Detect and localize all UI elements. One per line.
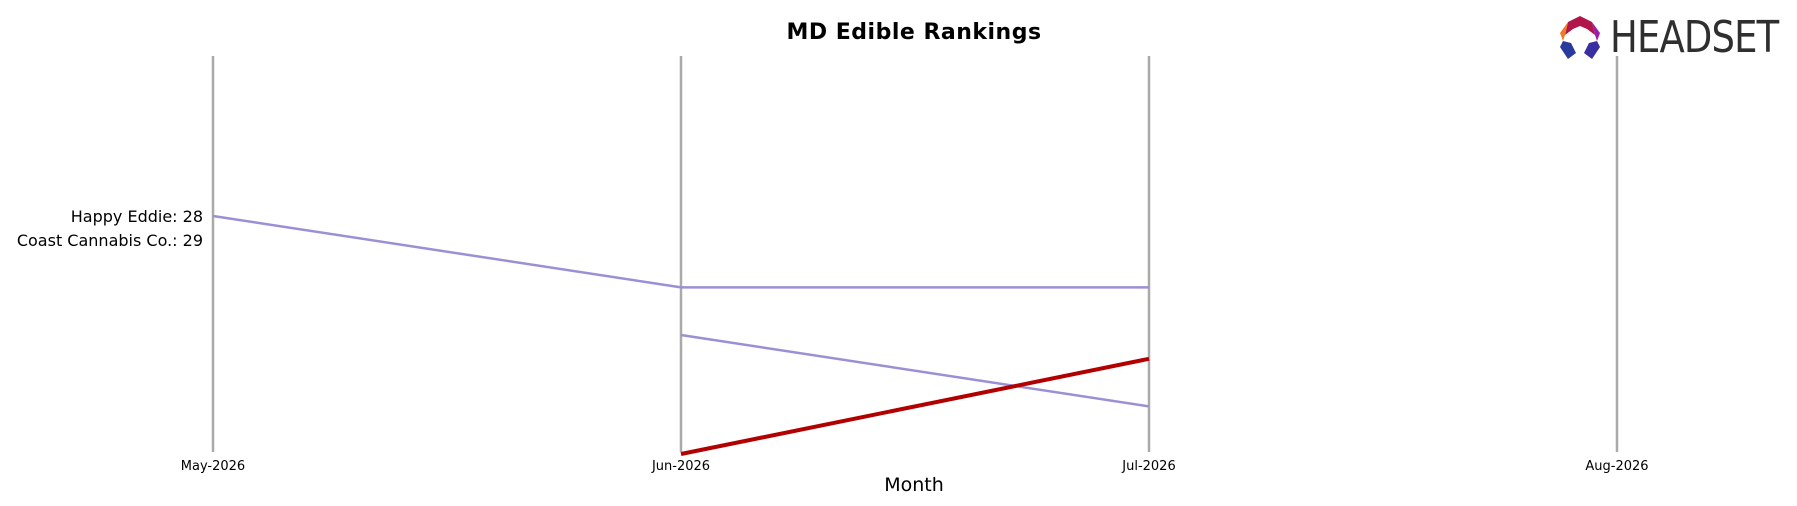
logo-wordmark: HEADSET xyxy=(1610,11,1779,63)
headset-logo: HEADSET xyxy=(1556,11,1797,63)
x-tick-label: Jul-2026 xyxy=(1121,459,1175,474)
x-axis-title: Month xyxy=(884,474,944,496)
labels: May-2026 Jun-2026 Jul-2026 Aug-2026 Happy Ed… xyxy=(17,207,1649,474)
start-rank-label: Coast Cannabis Co.: 29 xyxy=(17,231,203,250)
month-axis-lines xyxy=(211,56,1619,452)
series-line xyxy=(680,333,1150,408)
headset-logo-icon xyxy=(1560,16,1600,59)
x-tick-label: Jun-2026 xyxy=(651,459,710,474)
x-tick-label: May-2026 xyxy=(181,459,245,474)
start-rank-label: Happy Eddie: 28 xyxy=(71,207,203,226)
series-lines xyxy=(212,214,1150,456)
chart-title: MD Edible Rankings xyxy=(786,20,1042,45)
series-line xyxy=(212,214,682,289)
series-line xyxy=(680,356,1150,456)
x-tick-label: Aug-2026 xyxy=(1585,459,1648,474)
